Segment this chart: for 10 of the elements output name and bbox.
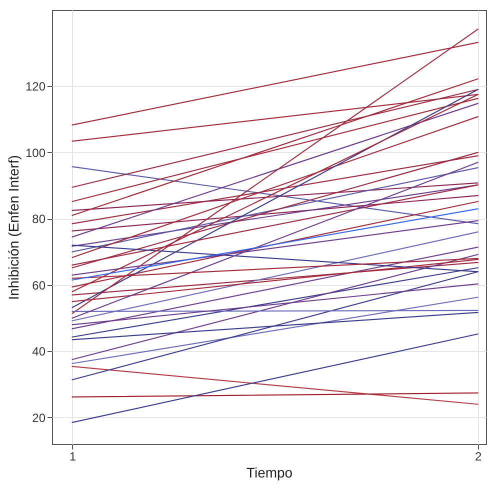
y-tick-label: 80 — [32, 212, 46, 226]
x-tick-label: 1 — [69, 450, 76, 464]
x-tick-label: 2 — [475, 450, 482, 464]
y-tick-label: 120 — [25, 80, 46, 94]
y-axis-title: Inhibición (Enfen Interf) — [5, 155, 22, 300]
y-tick-label: 100 — [25, 146, 46, 160]
y-tick-label: 40 — [32, 344, 46, 359]
y-tick-label: 20 — [32, 410, 46, 425]
y-tick-label: 60 — [32, 278, 46, 292]
x-axis-title: Tiempo — [246, 464, 293, 480]
